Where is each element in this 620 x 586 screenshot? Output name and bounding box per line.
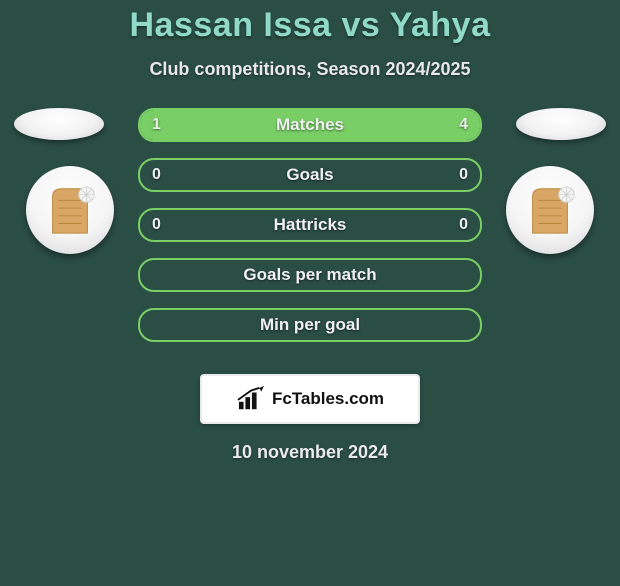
compare-row-label: Goals per match bbox=[140, 260, 480, 290]
compare-row-label: Hattricks bbox=[140, 210, 480, 240]
compare-row: Min per goal bbox=[138, 308, 482, 342]
branding-text: FcTables.com bbox=[272, 389, 384, 409]
compare-value-right: 0 bbox=[459, 160, 468, 190]
comparison-arena: Matches14Goals00Hattricks00Goals per mat… bbox=[0, 108, 620, 368]
club-badge-right bbox=[516, 108, 606, 140]
compare-row: Matches1 4 bbox=[138, 108, 482, 142]
compare-row-label: Matches bbox=[140, 110, 480, 140]
compare-value-left: 1 bbox=[152, 110, 161, 140]
page-title: Hassan Issa vs Yahya bbox=[0, 6, 620, 45]
player-badge-left bbox=[26, 166, 114, 254]
player-placeholder-icon bbox=[41, 181, 99, 239]
player-placeholder-icon bbox=[521, 181, 579, 239]
club-badge-left bbox=[14, 108, 104, 140]
compare-row: Goals per match bbox=[138, 258, 482, 292]
footer-date: 10 november 2024 bbox=[0, 442, 620, 463]
compare-row: Goals0 0 bbox=[138, 158, 482, 192]
comparison-rows: Matches14Goals00Hattricks00Goals per mat… bbox=[138, 108, 482, 358]
compare-row-label: Goals bbox=[140, 160, 480, 190]
compare-value-right: 4 bbox=[459, 110, 468, 140]
compare-row: Hattricks0 0 bbox=[138, 208, 482, 242]
compare-value-left: 0 bbox=[152, 160, 161, 190]
player-badge-right bbox=[506, 166, 594, 254]
branding-box[interactable]: FcTables.com bbox=[200, 374, 420, 424]
branding-chart-icon bbox=[236, 386, 266, 412]
page-subtitle: Club competitions, Season 2024/2025 bbox=[0, 59, 620, 80]
compare-row-label: Min per goal bbox=[140, 310, 480, 340]
compare-value-left: 0 bbox=[152, 210, 161, 240]
compare-value-right: 0 bbox=[459, 210, 468, 240]
